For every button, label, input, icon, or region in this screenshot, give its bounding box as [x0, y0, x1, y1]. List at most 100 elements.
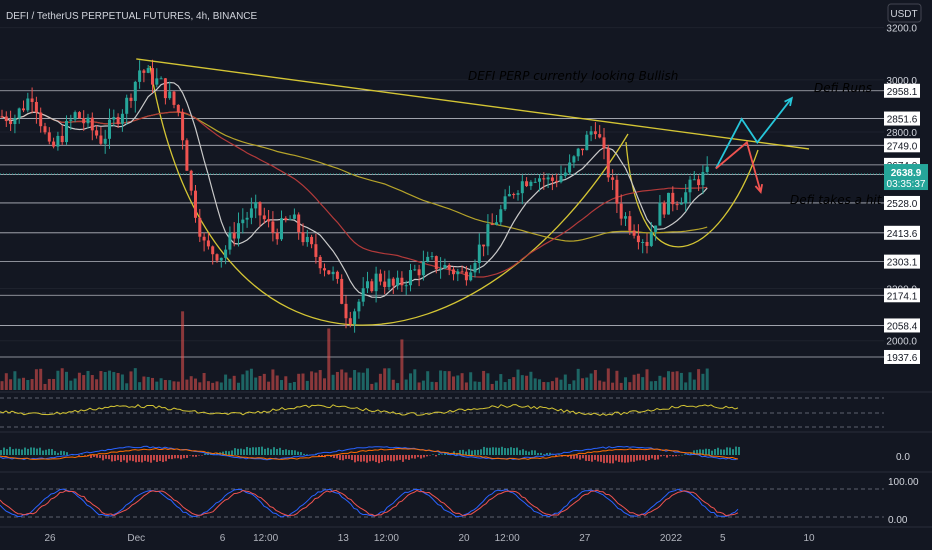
time-tick-label: 12:00: [374, 533, 399, 544]
candle-body: [103, 138, 107, 144]
macd-hist-bar: [393, 455, 395, 462]
macd-hist-bar: [186, 455, 188, 458]
macd-hist-bar: [390, 455, 392, 462]
currency-badge[interactable]: USDT: [887, 3, 922, 23]
macd-hist-bar: [36, 448, 38, 455]
candle-body: [275, 232, 279, 240]
macd-hist-bar: [24, 447, 26, 455]
volume-bar: [662, 377, 666, 390]
time-tick-label: 10: [803, 533, 815, 544]
candle-body: [271, 221, 275, 233]
level-tag[interactable]: [884, 318, 920, 333]
resistance-trendline[interactable]: [136, 58, 810, 150]
macd-hist-bar: [600, 455, 602, 462]
volume-bar: [396, 383, 400, 390]
volume-bar: [507, 379, 511, 390]
candle-body: [593, 131, 597, 135]
macd-hist-bar: [552, 454, 554, 456]
projection-up-arrow[interactable]: [715, 97, 793, 169]
level-tag[interactable]: [884, 349, 920, 364]
macd-hist-bar: [291, 450, 293, 455]
macd-hist-bar: [483, 446, 485, 455]
macd-hist-bar: [711, 450, 713, 455]
candle-body: [525, 181, 529, 187]
volume-bar: [559, 379, 563, 390]
volume-bar: [632, 374, 636, 390]
current-price-tag[interactable]: [884, 164, 928, 191]
candle-body: [636, 235, 640, 243]
level-tag[interactable]: [884, 225, 920, 240]
macd-hist-bar: [195, 455, 197, 457]
macd-hist-bar: [18, 448, 20, 455]
volume-bar: [572, 380, 576, 390]
candle-body: [340, 278, 344, 304]
level-tag[interactable]: [884, 254, 920, 269]
stoch-low-tick: 0.00: [888, 515, 908, 526]
macd-hist-bar: [258, 447, 260, 455]
macd-hist-bar: [33, 447, 35, 455]
macd-hist-bar: [675, 455, 677, 457]
volume-bar: [340, 369, 344, 390]
time-axis[interactable]: 26 Dec 6 12:00 13 12:00 20 12:00 27 2022 5 10: [44, 533, 815, 544]
candle-body: [219, 257, 223, 261]
volume-bar: [684, 382, 688, 390]
candle-body: [546, 177, 550, 180]
macd-hist-bar: [621, 455, 623, 463]
projection-down-arrow[interactable]: [715, 140, 762, 193]
current-price-label: 2638.9: [891, 168, 922, 179]
macd-hist-bar: [366, 455, 368, 463]
macd-hist-bar: [231, 450, 233, 455]
macd-hist-bar: [510, 447, 512, 455]
candle-body: [17, 108, 21, 118]
macd-hist-bar: [651, 455, 653, 459]
volume-bar: [529, 371, 533, 390]
rsi-line: [0, 404, 739, 416]
price-tick-label: 2800.0: [886, 128, 917, 139]
level-tag[interactable]: [884, 138, 920, 153]
volume-bar: [344, 372, 348, 390]
level-tag[interactable]: [884, 195, 920, 210]
candle-body: [163, 78, 167, 99]
macd-hist-bar: [594, 455, 596, 460]
volume-bar: [452, 376, 455, 390]
candle-body: [658, 202, 662, 226]
price-axis[interactable]: 3200.03000.02800.02200.02000.02958.12851…: [0, 24, 928, 364]
volume-bar: [73, 378, 77, 390]
volume-bar: [555, 377, 559, 390]
volume-bar: [542, 382, 546, 390]
macd-hist-bar: [84, 455, 86, 456]
volume-bar: [692, 379, 696, 390]
macd-hist-bar: [402, 455, 404, 462]
candle-body: [649, 231, 653, 246]
candle-body: [426, 256, 430, 262]
horizontal-levels[interactable]: [0, 90, 884, 358]
candle-body: [206, 240, 210, 247]
level-tag[interactable]: [884, 111, 920, 126]
macd-hist-bar: [531, 450, 533, 455]
macd-hist-bar: [138, 455, 140, 462]
macd-hist-bar: [375, 455, 377, 463]
level-tag[interactable]: [884, 83, 920, 98]
candlesticks: [0, 59, 709, 333]
volume-bar: [404, 379, 408, 390]
volume-bar: [705, 368, 709, 390]
macd-hist-bar: [225, 450, 227, 455]
macd-hist-bar: [0, 450, 2, 455]
macd-hist-bar: [303, 453, 305, 455]
candle-body: [520, 181, 524, 194]
candle-body: [662, 202, 666, 215]
level-tag[interactable]: [884, 288, 920, 303]
candle-body: [262, 215, 266, 220]
macd-hist-bar: [399, 455, 401, 460]
macd-hist-bar: [735, 446, 737, 455]
macd-hist-bar: [111, 455, 113, 462]
macd-hist-bar: [177, 455, 179, 459]
volume-bar: [619, 382, 623, 390]
drawings[interactable]: [136, 58, 810, 194]
candle-body: [232, 232, 236, 239]
volume-bar: [267, 381, 271, 390]
candle-body: [473, 263, 477, 273]
candle-body: [477, 244, 481, 264]
candle-body: [172, 91, 176, 105]
